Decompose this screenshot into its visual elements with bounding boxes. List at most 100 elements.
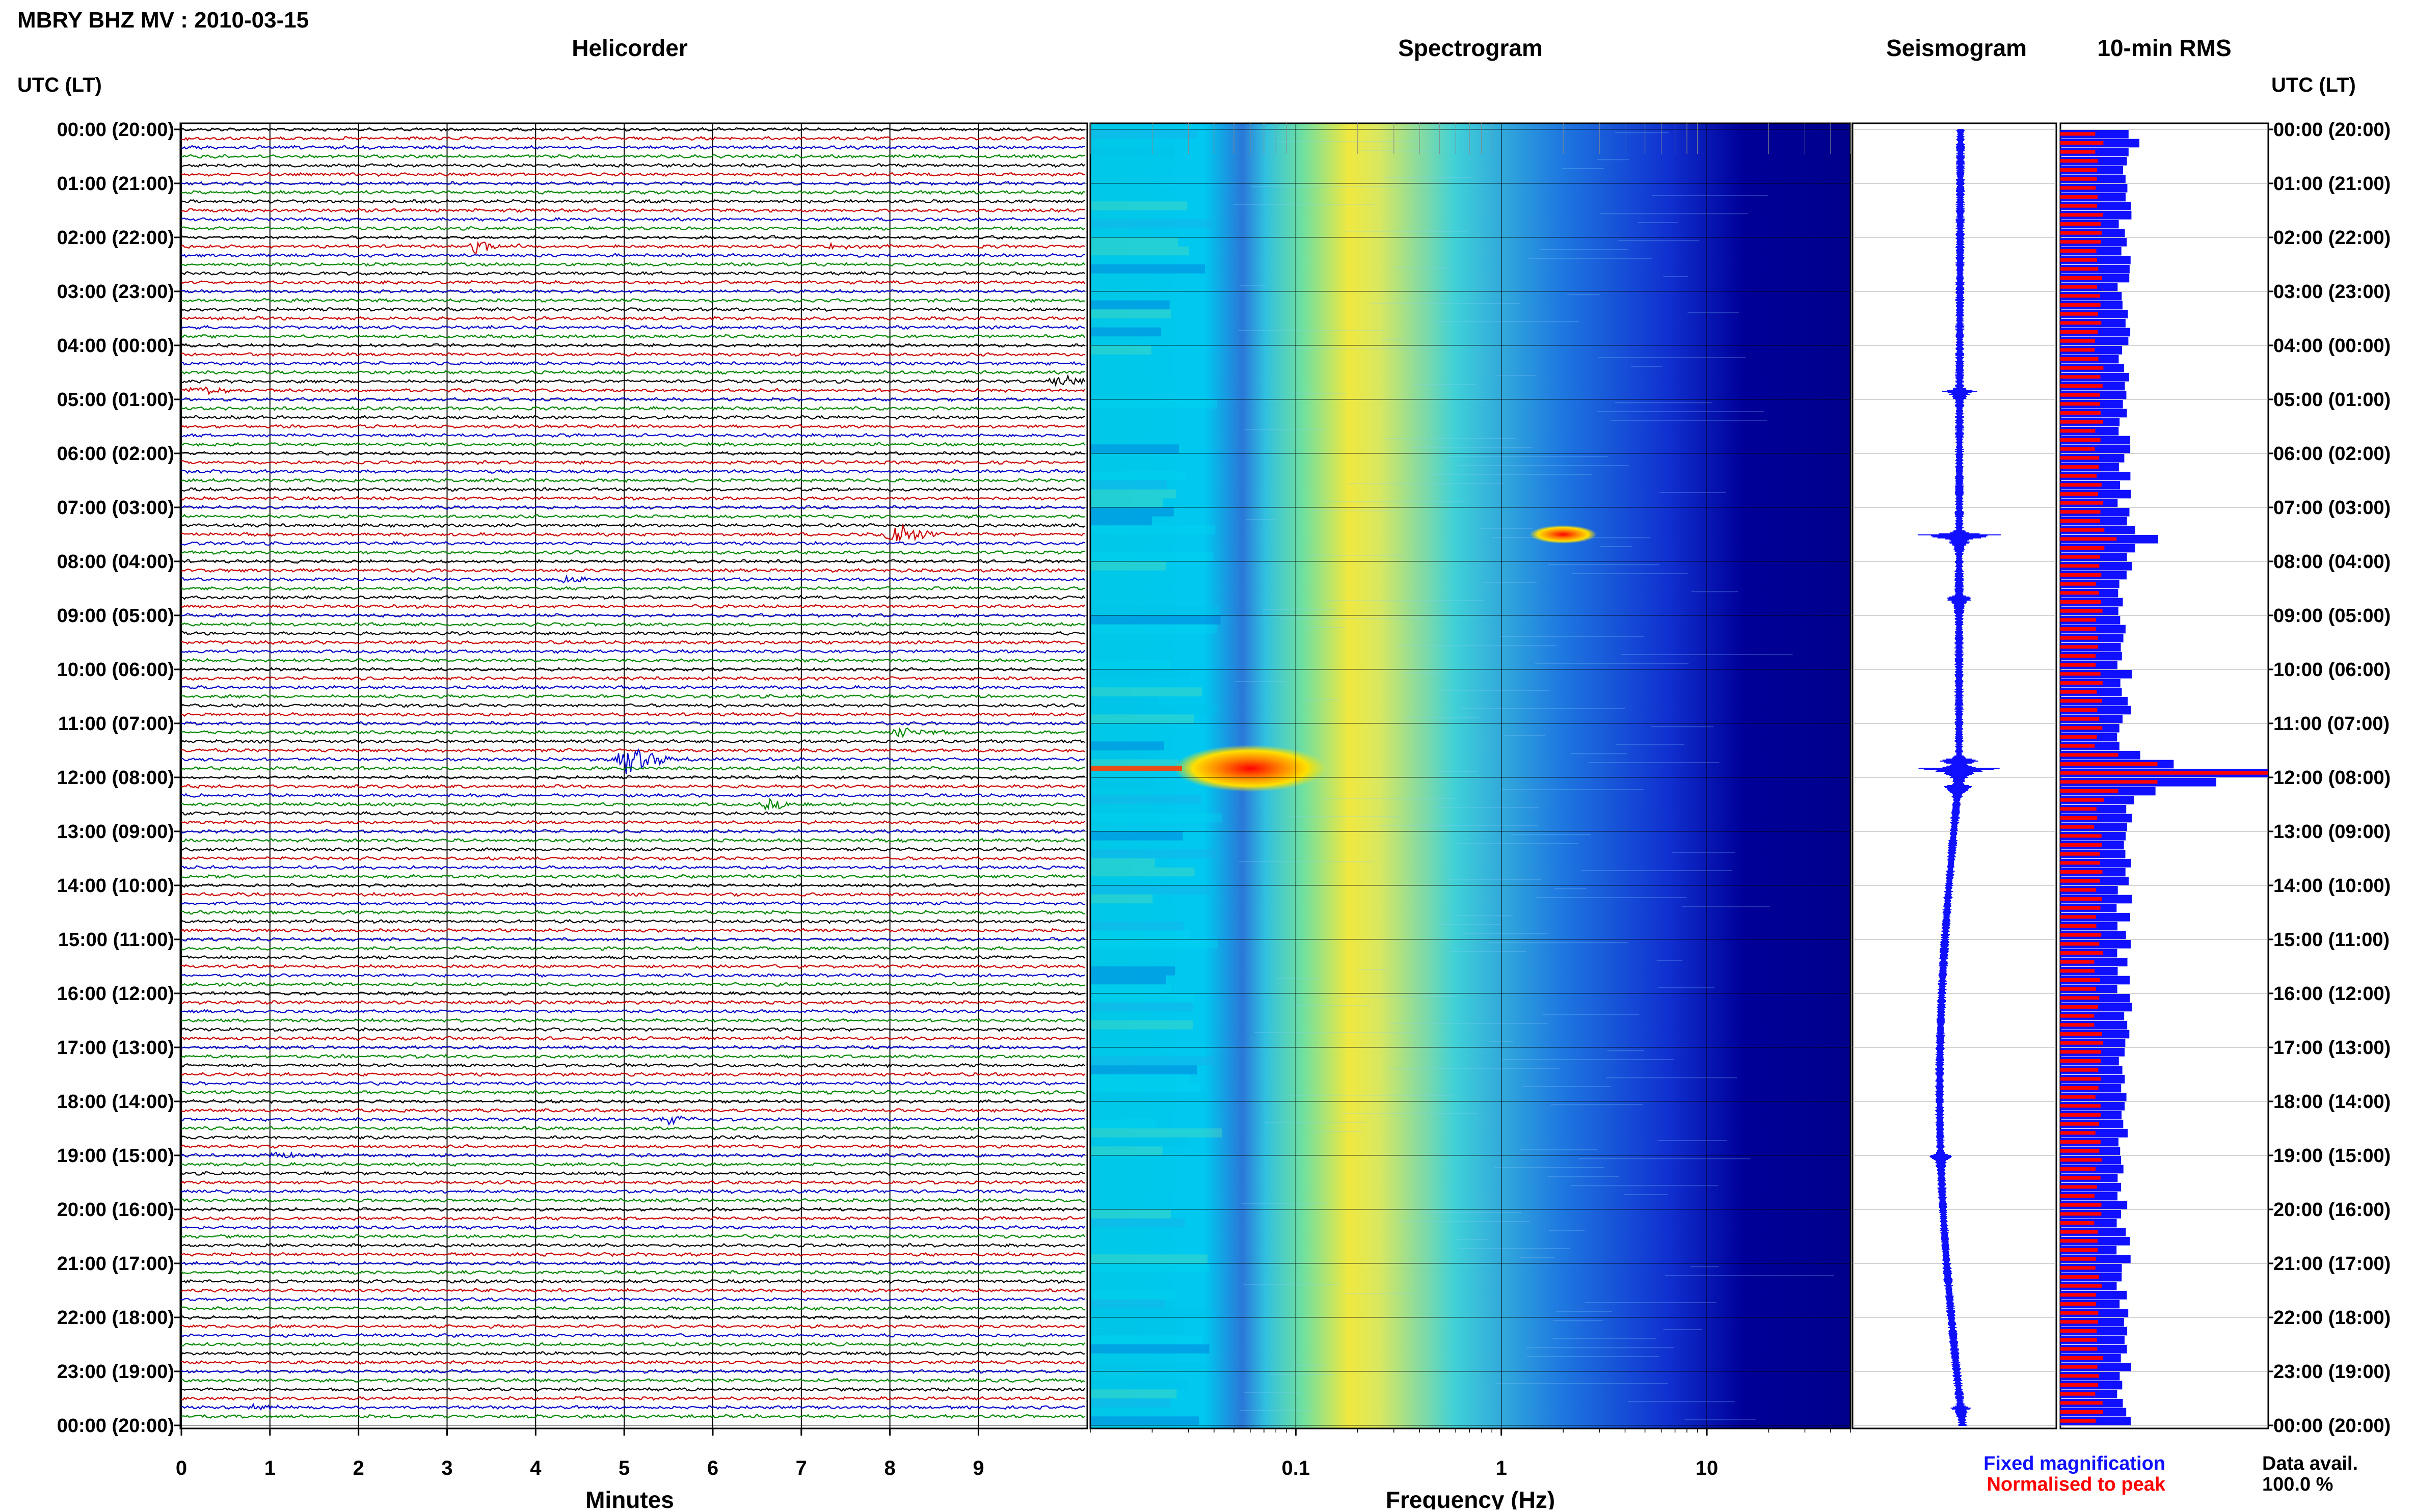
rms-normalised-bar — [2060, 897, 2102, 901]
spectrogram-row-band — [1090, 201, 1188, 210]
helicorder-trace-line — [181, 1180, 1085, 1185]
rms-normalised-bar — [2060, 1059, 2101, 1063]
spectrogram-row-band — [1090, 147, 1175, 156]
helicorder-trace-line — [181, 469, 1085, 474]
spectrogram-speckle — [1681, 906, 1770, 907]
spectrogram-speckle — [1371, 303, 1520, 304]
helicorder-trace-line — [181, 523, 1085, 528]
spectrogram-speckle — [1322, 501, 1466, 502]
helicorder-trace-line — [181, 703, 1085, 708]
spectrogram-row-band — [1090, 705, 1218, 715]
spectrogram-speckle — [1606, 1077, 1737, 1078]
left-time-label: 22:00 (18:00) — [57, 1307, 174, 1329]
spectrogram-row-band — [1090, 696, 1158, 706]
right-time-label: 16:00 (12:00) — [2273, 983, 2391, 1005]
helicorder-trace-line — [181, 1045, 1085, 1050]
left-time-label: 06:00 (02:00) — [57, 443, 174, 465]
helicorder-trace-line — [181, 190, 1085, 195]
spectrogram-row-band — [1090, 966, 1175, 976]
left-time-label: 18:00 (14:00) — [57, 1091, 174, 1113]
helicorder-trace-line — [181, 199, 1085, 204]
spectrogram-row-band — [1090, 1083, 1200, 1093]
helicorder-trace-line — [181, 883, 1085, 888]
spectrogram-speckle — [1397, 645, 1557, 646]
spectrogram-speckle — [1434, 807, 1539, 808]
helicorder-trace-line — [181, 1324, 1085, 1329]
helicorder-trace-line — [181, 226, 1085, 231]
helicorder-trace-line — [181, 1314, 1085, 1320]
spectrogram-speckle — [1502, 1059, 1675, 1060]
spectrogram-speckle — [1552, 1338, 1656, 1339]
left-axis-title: UTC (LT) — [17, 74, 102, 96]
helicorder-trace-line — [181, 1378, 1085, 1383]
rms-normalised-bar — [2060, 663, 2096, 667]
spectrogram-speckle — [1246, 519, 1275, 520]
rms-bars — [2060, 129, 2268, 1426]
helicorder-trace-line — [181, 1333, 1085, 1338]
rms-normalised-bar — [2060, 996, 2100, 1000]
helicorder-trace-line — [181, 586, 1085, 591]
helicorder-trace-line — [181, 1306, 1085, 1311]
helicorder-trace-line — [181, 208, 1085, 213]
rms-normalised-bar — [2060, 708, 2098, 712]
helicorder-trace-line — [181, 946, 1085, 951]
rms-normalised-bar — [2060, 1041, 2103, 1045]
spectrogram-speckle — [1241, 1203, 1328, 1204]
spectrogram-row-band — [1090, 444, 1179, 453]
rms-normalised-bar — [2060, 402, 2101, 406]
spectrogram-x-ticks: 0.1 1 10 — [1090, 123, 1851, 1479]
spectrogram-speckle — [1684, 1419, 1756, 1420]
spectrogram-row-band — [1090, 1128, 1222, 1138]
rms-normalised-bar — [2060, 186, 2096, 190]
helicorder-trace-line — [181, 477, 1085, 483]
rms-normalised-bar — [2060, 699, 2102, 703]
spectrogram-speckle — [1548, 564, 1660, 565]
spectrogram-speckle — [1462, 933, 1549, 934]
helicorder-trace-line — [181, 847, 1085, 852]
rms-normalised-bar — [2060, 1032, 2102, 1036]
spectrogram-row-band — [1090, 399, 1218, 409]
helicorder-trace-line — [181, 172, 1085, 177]
helicorder-trace-line — [181, 1151, 1085, 1159]
spectrogram-speckle — [1520, 1257, 1555, 1258]
rms-normalised-bar — [2060, 474, 2097, 478]
rms-normalised-bar — [2060, 1257, 2096, 1261]
helicorder-trace-line — [181, 1387, 1085, 1392]
spectrogram-row-band — [1090, 516, 1152, 526]
spectrogram-events — [1090, 525, 1597, 792]
rms-normalised-bar — [2060, 1230, 2098, 1234]
spectrogram-speckle — [1572, 573, 1688, 574]
helicorder-trace-line — [181, 574, 1085, 584]
spectrogram-speckle — [1265, 1122, 1367, 1123]
spectrogram-speckle — [1690, 1266, 1719, 1267]
spectrogram-row-band — [1090, 831, 1183, 841]
helicorder-trace-line — [181, 793, 1085, 798]
helicorder-trace-line — [181, 487, 1085, 492]
spectrogram-row-band — [1090, 984, 1172, 993]
spectrogram-speckle — [1495, 1383, 1668, 1384]
helicorder-trace-line — [181, 1279, 1085, 1284]
spectrogram-speckle — [1233, 204, 1375, 205]
helicorder-x-tick-label: 2 — [353, 1457, 364, 1479]
helicorder-trace-line — [181, 1171, 1085, 1176]
helicorder-trace-line — [181, 262, 1085, 267]
helicorder-trace-line — [181, 774, 1085, 780]
spectrogram-row-band — [1090, 1344, 1210, 1354]
rms-normalised-bar — [2060, 321, 2102, 325]
helicorder-trace-line — [181, 1396, 1085, 1401]
helicorder-trace-line — [181, 514, 1085, 519]
spectrogram-speckle — [1450, 951, 1526, 952]
helicorder-x-tick-label: 9 — [973, 1457, 984, 1479]
spectrogram-row-band — [1090, 129, 1198, 139]
rms-normalised-bar — [2060, 519, 2100, 523]
spectrogram-speckle — [1672, 852, 1735, 853]
helicorder-x-ticks: 0 1 2 3 4 5 6 7 8 9 — [176, 1428, 984, 1479]
spectrogram-row-band — [1090, 471, 1186, 480]
rms-normalised-bar — [2060, 420, 2103, 424]
spectrogram-speckle — [1500, 636, 1644, 637]
helicorder-trace-line — [181, 1206, 1085, 1212]
spectrogram-speckle — [1665, 1275, 1834, 1276]
spectrogram-row-band — [1090, 1092, 1208, 1101]
right-time-label: 05:00 (01:00) — [2273, 389, 2391, 411]
spectrogram-row-band — [1090, 1398, 1170, 1408]
